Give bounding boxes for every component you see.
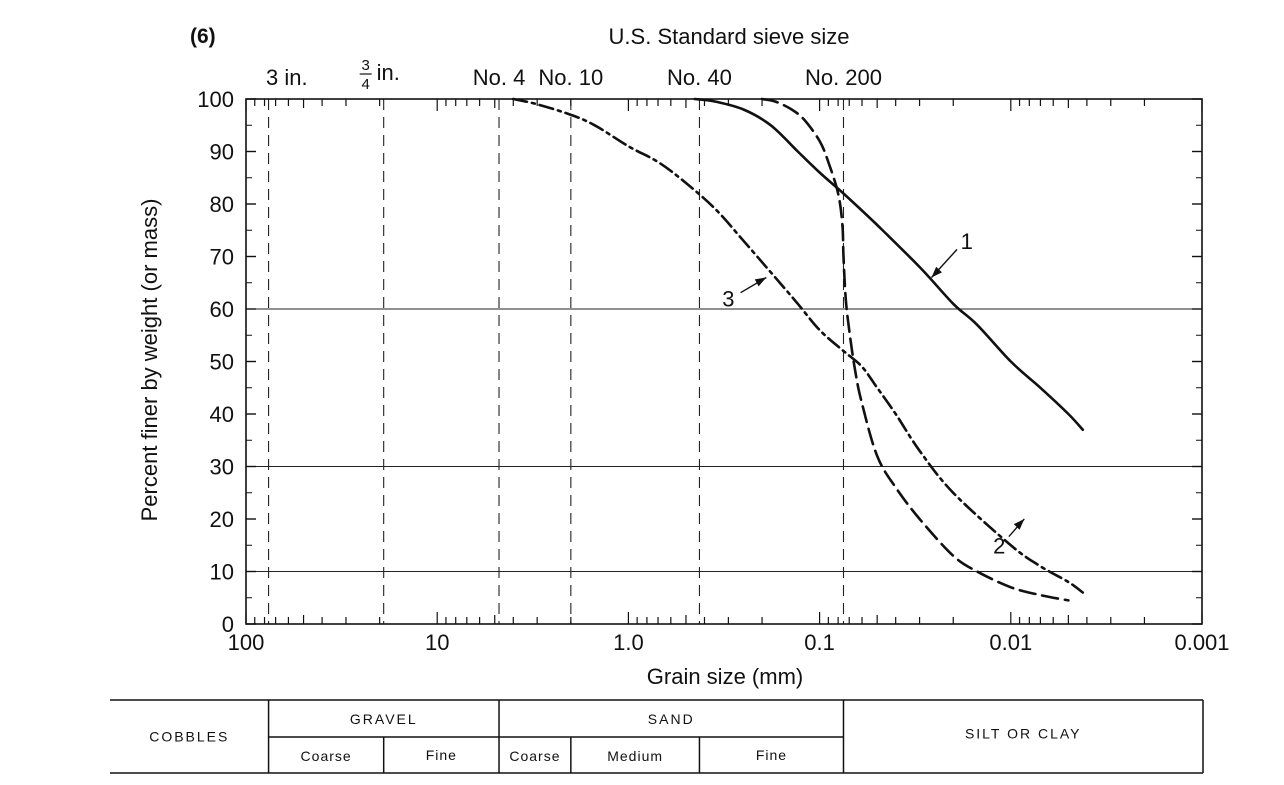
sieve-label-fraction-num: 3 — [362, 57, 370, 74]
axes — [245, 98, 1203, 625]
class-gravel-fine: Fine — [426, 747, 457, 763]
sieve-label: No. 200 — [805, 65, 882, 90]
class-cobbles: COBBLES — [149, 729, 229, 745]
x-tick-label: 1.0 — [613, 630, 644, 655]
chart-text: (6) U.S. Standard sieve size Grain size … — [137, 24, 1230, 689]
x-tick-label: 0.1 — [804, 630, 835, 655]
y-tick-label-10: 10 — [210, 560, 234, 585]
class-sand-medium: Medium — [607, 748, 663, 764]
sieve-label-fraction-den: 4 — [362, 76, 370, 93]
y-tick-label-80: 80 — [210, 192, 234, 217]
y-tick-label-100: 100 — [197, 87, 234, 112]
sieve-label: in. — [377, 60, 400, 85]
y-axis-title: Percent finer by weight (or mass) — [137, 199, 162, 522]
y-tick-label-40: 40 — [210, 402, 234, 427]
series-label-3: 3 — [722, 287, 734, 312]
class-sand-fine: Fine — [756, 747, 787, 763]
class-gravel: GRAVEL — [350, 711, 418, 727]
class-gravel-coarse: Coarse — [301, 748, 352, 764]
series-line-1 — [693, 97, 1085, 432]
y-tick-label-0: 0 — [222, 612, 234, 637]
series-arrowhead-1 — [931, 266, 942, 278]
series-arrowhead-2 — [1013, 519, 1025, 530]
class-silt-clay: SILT OR CLAY — [965, 726, 1082, 742]
x-tick-label: 0.001 — [1174, 630, 1229, 655]
chart-title: U.S. Standard sieve size — [609, 24, 850, 49]
gridlines — [246, 99, 1202, 624]
panel-label: (6) — [190, 25, 216, 48]
y-tick-label-30: 30 — [210, 455, 234, 480]
sieve-label: No. 10 — [538, 65, 603, 90]
series-label-1: 1 — [961, 229, 973, 254]
y-tick-label-20: 20 — [210, 507, 234, 532]
x-tick-label: 10 — [425, 630, 449, 655]
classification-table: COBBLES GRAVEL Coarse Fine SAND Coarse Medium F… — [110, 699, 1204, 774]
sieve-label: 3 in. — [266, 65, 308, 90]
class-sand: SAND — [648, 711, 695, 727]
series-line-3 — [511, 97, 1085, 594]
x-axis-title: Grain size (mm) — [647, 664, 803, 689]
y-tick-label-60: 60 — [210, 297, 234, 322]
series-arrowhead-3 — [754, 277, 767, 287]
sieve-label: No. 4 — [473, 65, 526, 90]
y-tick-label-70: 70 — [210, 245, 234, 270]
class-sand-coarse: Coarse — [509, 748, 560, 764]
y-tick-label-90: 90 — [210, 140, 234, 165]
series-line-2 — [760, 97, 1070, 602]
x-tick-label: 0.01 — [989, 630, 1032, 655]
series-lines — [511, 97, 1085, 602]
x-tick-label: 100 — [228, 630, 265, 655]
series-label-2: 2 — [993, 533, 1005, 558]
plot-frame — [245, 98, 1203, 625]
y-tick-label-50: 50 — [210, 350, 234, 375]
sieve-label: No. 40 — [667, 65, 732, 90]
